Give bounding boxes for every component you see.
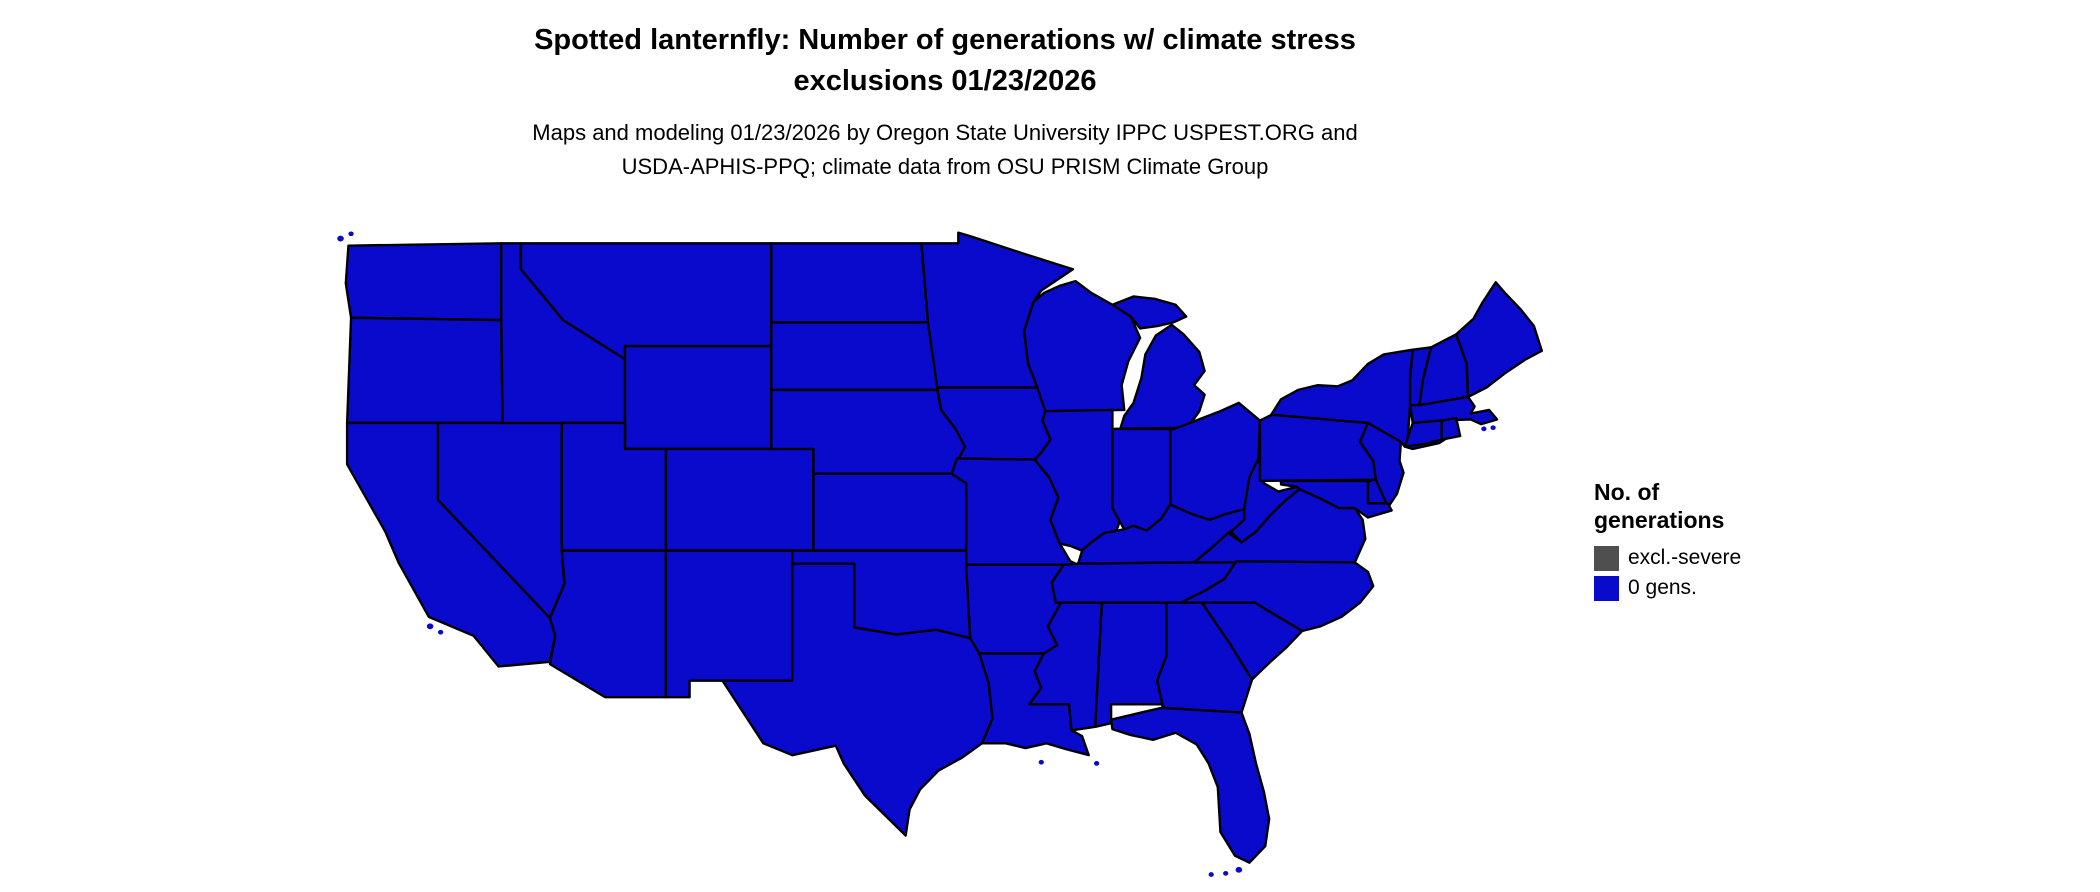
island-dot — [1208, 872, 1214, 877]
legend-swatch-excl-severe — [1594, 545, 1619, 571]
state-north-dakota — [771, 243, 928, 322]
state-michigan-lower — [1120, 325, 1204, 429]
island-dot — [1093, 761, 1100, 766]
legend-items: excl.-severe 0 gens. — [1594, 544, 1874, 602]
island-dot — [348, 231, 354, 237]
legend-swatch-rect — [1594, 545, 1619, 571]
state-north-carolina — [1181, 561, 1373, 631]
state-new-mexico — [666, 551, 792, 698]
title-line-1: Spotted lanternfly: Number of generation… — [534, 24, 1356, 56]
state-wisconsin — [1024, 281, 1140, 411]
island-dot — [1223, 870, 1229, 876]
state-texas — [723, 564, 993, 836]
island-dot — [337, 235, 344, 242]
us-map-svg — [337, 222, 1555, 877]
state-kansas — [813, 474, 966, 551]
title-line-2: exclusions 01/23/2026 — [793, 65, 1097, 97]
island-dot — [1038, 759, 1044, 765]
state-oregon — [347, 318, 502, 423]
state-connecticut — [1405, 421, 1442, 447]
state-michigan-upper — [1112, 296, 1186, 328]
state-south-carolina — [1202, 603, 1302, 680]
island-dot — [1235, 866, 1243, 873]
state-south-dakota — [771, 322, 937, 389]
state-wyoming — [625, 346, 771, 449]
states-group — [346, 233, 1542, 863]
page-subtitle: Maps and modeling 01/23/2026 by Oregon S… — [0, 116, 1890, 184]
state-arizona — [550, 551, 666, 698]
state-indiana — [1112, 429, 1170, 531]
subtitle-line-1: Maps and modeling 01/23/2026 by Oregon S… — [532, 120, 1358, 145]
legend-item-excl-severe: excl.-severe — [1594, 544, 1874, 572]
legend-label-excl-severe: excl.-severe — [1628, 546, 1742, 569]
legend: No. of generations excl.-severe 0 gens. — [1594, 478, 1874, 604]
island-dot — [426, 623, 434, 630]
state-pennsylvania — [1260, 415, 1376, 481]
legend-swatch-rect — [1594, 575, 1619, 601]
state-rhode-island — [1442, 418, 1460, 439]
state-maine — [1456, 282, 1542, 397]
state-florida — [1111, 708, 1269, 863]
state-new-york — [1270, 350, 1457, 449]
legend-title-line-2: generations — [1594, 507, 1725, 533]
island-dot — [1490, 425, 1496, 431]
legend-title-line-1: No. of — [1594, 479, 1660, 505]
state-arkansas — [966, 565, 1063, 654]
coastal-islands — [337, 231, 1496, 877]
subtitle-line-2: USDA-APHIS-PPQ; climate data from OSU PR… — [621, 154, 1269, 179]
state-colorado — [666, 449, 814, 551]
state-washington — [346, 243, 501, 320]
island-dot — [438, 629, 444, 635]
state-maryland — [1281, 481, 1392, 518]
legend-item-zero-gens: 0 gens. — [1594, 574, 1874, 602]
island-dot — [1481, 426, 1487, 432]
legend-swatch-zero-gens — [1594, 575, 1619, 601]
legend-label-zero-gens: 0 gens. — [1628, 576, 1697, 599]
us-choropleth-map — [330, 222, 1555, 884]
page-title: Spotted lanternfly: Number of generation… — [0, 20, 1890, 102]
